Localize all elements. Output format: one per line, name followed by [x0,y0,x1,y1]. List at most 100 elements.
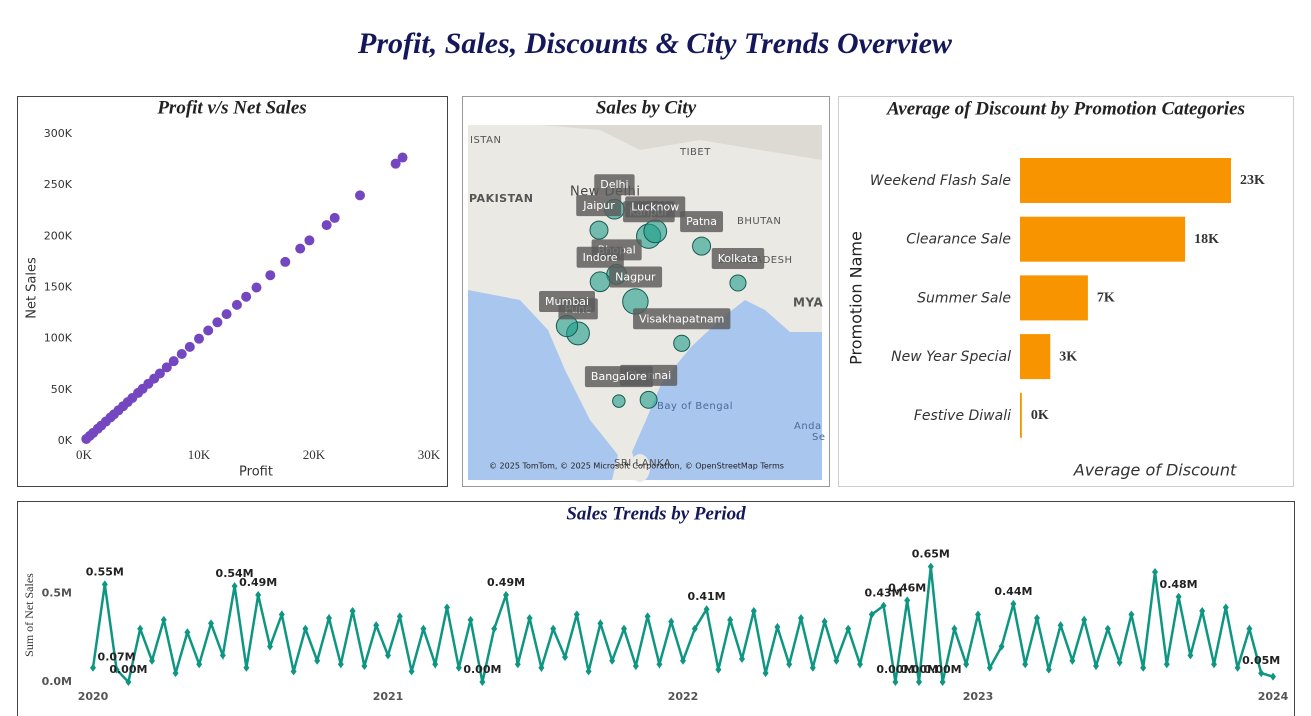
city-label-box [594,174,635,196]
x-tick-label: 2021 [373,690,404,703]
city-label: Mumbai [545,295,589,308]
scatter-point [295,243,306,254]
city-bubble [639,390,658,409]
y-axis-title: Sum of Net Sales [22,573,36,657]
marker [833,656,840,665]
marker [1034,614,1040,623]
marker [668,617,675,626]
y-tick-label: 200K [44,229,73,242]
marker [550,624,557,633]
panel [17,501,1295,716]
marker [1187,651,1194,660]
scatter-point [251,282,262,293]
data-label: 0.05M [1242,654,1280,667]
value-label: 23K [1240,173,1265,188]
bar [1020,334,1051,380]
city-label-box [625,196,686,218]
data-label: 0.41M [688,590,726,603]
scatter-point [212,317,223,328]
data-label: 0.54M [216,567,254,580]
marker [632,662,639,671]
marker [750,607,757,615]
city-bubble [589,271,611,293]
chart-title: Average of Discount by Promotion Categor… [886,98,1245,119]
marker [1045,665,1052,674]
marker [219,651,226,660]
marker [101,580,108,589]
city-label-box [711,248,765,269]
scatter-point [176,349,187,360]
city-label-box [584,366,653,388]
marker [1258,669,1265,678]
value-label: 7K [1097,291,1115,306]
marker [373,621,380,630]
marker [1152,567,1158,576]
marker [503,591,509,600]
marker [975,610,981,619]
marker [137,624,144,633]
marker [762,669,769,678]
data-label: 0.00M [876,663,914,676]
city-label: Jaipur [582,199,615,212]
marker [1093,662,1099,671]
city-bubble [692,236,712,256]
marker [585,667,592,676]
marker [455,663,462,672]
data-label: 0.65M [912,548,950,561]
city-label: Lucknow [631,200,679,213]
marker [326,614,332,623]
marker [916,678,922,686]
chart-title: Sales Trends by Period [566,503,746,524]
bar [1020,158,1231,203]
marker [644,612,651,621]
scatter-point [161,362,172,373]
marker [1246,624,1253,633]
y-axis-title: Net Sales [25,257,40,319]
marker [703,605,710,614]
category-label: Summer Sale [917,290,1011,306]
marker [467,615,474,624]
marker [809,663,816,672]
marker [432,660,439,669]
marker [609,656,616,665]
city-label: Bangalore [591,370,647,383]
city-label: Delhi [600,178,628,191]
data-label: 0.00M [900,663,938,676]
y-tick-label: 0.5M [42,586,72,599]
marker [998,642,1005,651]
marker [491,624,498,633]
y-tick-label: 300K [44,127,73,140]
data-label: 0.00M [463,663,501,676]
scatter-point [280,256,291,267]
city-label-box [633,308,731,330]
scatter-point [154,368,165,379]
category-label: Festive Diwali [914,408,1011,424]
marker [1163,660,1170,669]
sea [468,290,618,480]
city-label-box [539,291,595,313]
x-tick-label: 30K [418,447,441,462]
marker [184,628,191,637]
island [630,454,650,482]
scatter-point [304,235,315,246]
map-label: BHUTAN [737,216,781,227]
scatter-point [265,270,276,281]
marker [727,615,734,624]
city-bubble [729,274,747,292]
y-tick-label: 50K [51,383,73,396]
scatter-point [168,356,179,367]
marker [927,562,934,571]
marker [739,654,745,663]
marker [337,660,344,669]
chart-title: Profit v/s Net Sales [156,97,306,118]
city-label: Nagpur [615,270,656,283]
y-tick-label: 250K [44,178,73,191]
scatter-point [355,190,365,201]
marker [691,624,698,633]
marker [986,663,993,672]
scatter-point [194,333,204,344]
marker [1057,621,1064,630]
marker [231,582,238,591]
marker [1081,615,1088,624]
map-label: Bay of Bengal [657,401,733,412]
